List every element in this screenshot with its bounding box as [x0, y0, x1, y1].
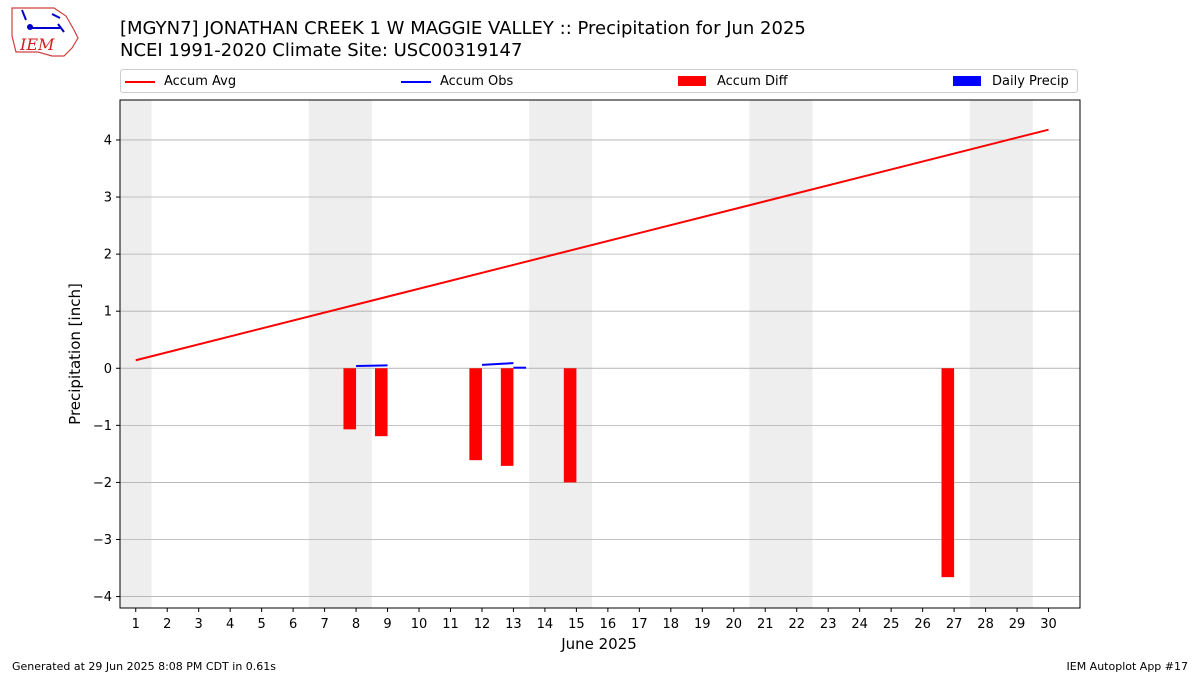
x-tick-label: 20 — [725, 617, 742, 632]
x-tick-label: 6 — [289, 617, 297, 632]
x-tick-label: 5 — [257, 617, 265, 632]
x-tick-label: 18 — [663, 617, 680, 632]
bar-accum-diff — [563, 368, 577, 483]
y-tick-label: −2 — [93, 476, 112, 491]
x-axis-label: June 2025 — [560, 635, 637, 653]
x-tick-label: 28 — [977, 617, 994, 632]
x-tick-label: 4 — [226, 617, 234, 632]
legend-label-accum-diff: Accum Diff — [717, 74, 788, 89]
chart-title: [MGYN7] JONATHAN CREEK 1 W MAGGIE VALLEY… — [120, 18, 806, 39]
line-accum-avg — [135, 128, 1049, 362]
x-tick-label: 26 — [914, 617, 931, 632]
line-accum-obs — [356, 364, 388, 367]
x-tick-label: 17 — [631, 617, 648, 632]
line-accum-obs — [481, 362, 514, 366]
y-tick-label: −3 — [93, 533, 112, 548]
legend-swatch-daily-precip — [953, 76, 981, 86]
y-tick-label: 1 — [104, 305, 112, 320]
x-tick-label: 16 — [600, 617, 617, 632]
plot-frame — [119, 99, 1081, 609]
x-tick-label: 12 — [474, 617, 491, 632]
x-tick-label: 3 — [195, 617, 203, 632]
y-tick-label: −4 — [93, 590, 112, 605]
y-tick-label: 4 — [104, 133, 112, 148]
legend: Accum Avg Accum Obs Accum Diff Daily Pre… — [120, 69, 1078, 93]
x-tick-label: 24 — [851, 617, 868, 632]
x-tick-label: 2 — [163, 617, 171, 632]
legend-swatch-accum-obs — [401, 81, 431, 83]
x-tick-label: 22 — [788, 617, 805, 632]
x-tick-label: 10 — [411, 617, 428, 632]
x-tick-label: 1 — [132, 617, 140, 632]
logo-text: IEM — [19, 35, 55, 54]
legend-swatch-accum-avg — [125, 81, 155, 83]
weekend-shade — [308, 100, 372, 608]
x-tick-label: 19 — [694, 617, 711, 632]
chart-subtitle: NCEI 1991-2020 Climate Site: USC00319147 — [120, 40, 523, 61]
weekend-shade — [529, 100, 593, 608]
x-tick-label: 25 — [883, 617, 900, 632]
legend-swatch-accum-diff — [678, 76, 706, 86]
weekend-shade — [120, 100, 152, 608]
x-tick-label: 13 — [505, 617, 522, 632]
y-axis-label: Precipitation [inch] — [66, 283, 84, 425]
y-tick-label: 0 — [104, 362, 112, 377]
bar-accum-diff — [343, 368, 357, 430]
bar-accum-diff — [941, 368, 955, 578]
y-tick-label: 3 — [104, 191, 112, 206]
footer-generated: Generated at 29 Jun 2025 8:08 PM CDT in … — [12, 660, 277, 673]
x-tick-label: 29 — [1009, 617, 1026, 632]
x-tick-label: 9 — [383, 617, 391, 632]
footer-app: IEM Autoplot App #17 — [1066, 660, 1189, 673]
bar-accum-diff — [500, 368, 514, 466]
bar-accum-diff — [469, 368, 482, 461]
x-tick-label: 30 — [1040, 617, 1057, 632]
x-tick-label: 23 — [820, 617, 837, 632]
weekend-shade — [749, 100, 813, 608]
bar-accum-diff — [374, 368, 388, 437]
legend-label-daily-precip: Daily Precip — [992, 74, 1069, 89]
x-tick-label: 15 — [568, 617, 585, 632]
x-tick-label: 7 — [320, 617, 328, 632]
x-tick-label: 14 — [537, 617, 554, 632]
x-tick-label: 21 — [757, 617, 774, 632]
x-tick-label: 8 — [352, 617, 360, 632]
x-tick-label: 27 — [946, 617, 963, 632]
legend-label-accum-avg: Accum Avg — [164, 74, 237, 89]
iem-logo: IEM — [11, 7, 79, 57]
legend-label-accum-obs: Accum Obs — [440, 74, 514, 89]
weekend-shade — [969, 100, 1033, 608]
y-tick-label: 2 — [104, 248, 112, 263]
x-tick-label: 11 — [442, 617, 459, 632]
y-tick-label: −1 — [93, 419, 112, 434]
